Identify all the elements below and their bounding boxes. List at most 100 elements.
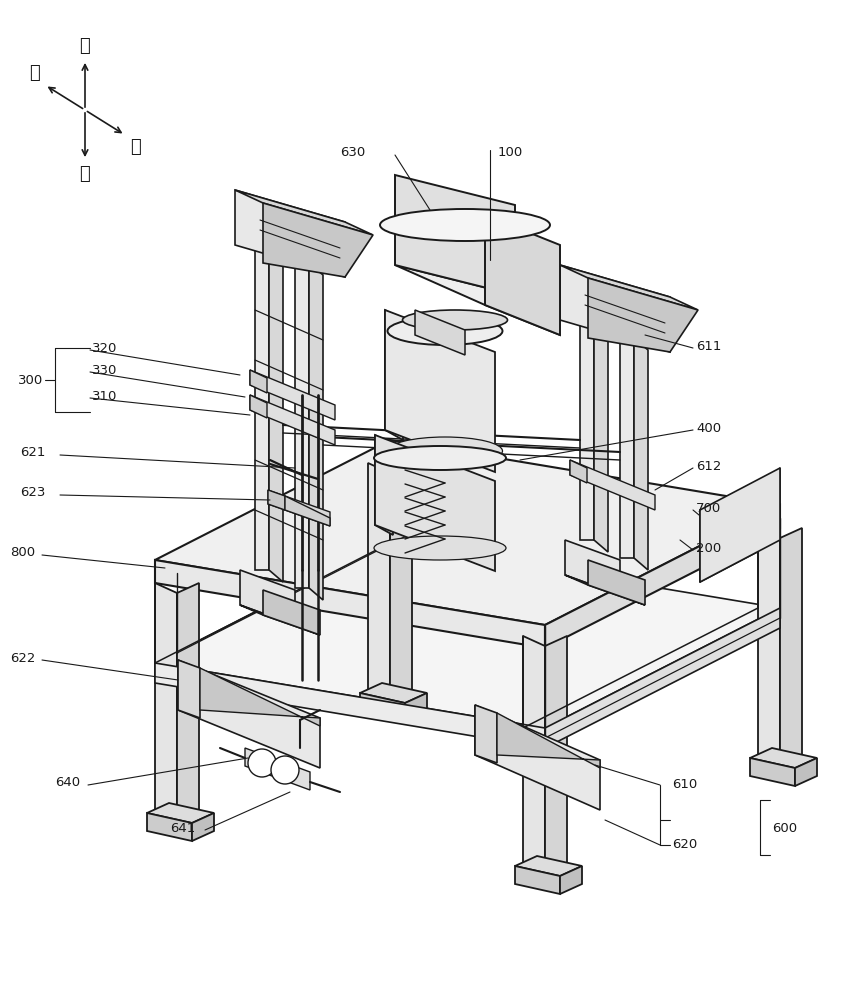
Polygon shape bbox=[147, 813, 192, 841]
Polygon shape bbox=[390, 463, 412, 703]
Polygon shape bbox=[700, 468, 780, 582]
Text: 100: 100 bbox=[498, 145, 523, 158]
Polygon shape bbox=[309, 263, 323, 600]
Polygon shape bbox=[750, 758, 795, 786]
Ellipse shape bbox=[387, 437, 503, 465]
Polygon shape bbox=[245, 748, 310, 790]
Text: 630: 630 bbox=[340, 145, 365, 158]
Polygon shape bbox=[545, 505, 780, 648]
Polygon shape bbox=[560, 866, 582, 894]
Polygon shape bbox=[263, 590, 320, 635]
Text: 320: 320 bbox=[92, 342, 117, 355]
Polygon shape bbox=[750, 748, 817, 768]
Polygon shape bbox=[250, 370, 267, 393]
Polygon shape bbox=[497, 713, 600, 768]
Circle shape bbox=[271, 756, 299, 784]
Polygon shape bbox=[240, 570, 295, 625]
Polygon shape bbox=[235, 190, 345, 277]
Polygon shape bbox=[475, 705, 600, 810]
Polygon shape bbox=[375, 435, 495, 571]
Polygon shape bbox=[385, 310, 495, 472]
Polygon shape bbox=[594, 320, 608, 552]
Polygon shape bbox=[255, 245, 269, 570]
Polygon shape bbox=[560, 265, 698, 310]
Text: 700: 700 bbox=[696, 502, 721, 514]
Text: 右: 右 bbox=[130, 138, 141, 156]
Polygon shape bbox=[155, 560, 545, 648]
Polygon shape bbox=[580, 320, 594, 540]
Text: 600: 600 bbox=[772, 822, 797, 834]
Text: 640: 640 bbox=[55, 776, 80, 790]
Ellipse shape bbox=[374, 446, 506, 470]
Polygon shape bbox=[360, 693, 405, 721]
Polygon shape bbox=[620, 338, 634, 558]
Text: 330: 330 bbox=[92, 363, 117, 376]
Polygon shape bbox=[285, 496, 330, 526]
Text: 200: 200 bbox=[696, 542, 721, 554]
Polygon shape bbox=[570, 460, 655, 510]
Text: 611: 611 bbox=[696, 340, 721, 353]
Polygon shape bbox=[560, 265, 670, 352]
Text: 左: 左 bbox=[30, 64, 40, 82]
Polygon shape bbox=[780, 528, 802, 768]
Polygon shape bbox=[545, 608, 780, 748]
Polygon shape bbox=[570, 460, 587, 483]
Polygon shape bbox=[155, 663, 545, 748]
Polygon shape bbox=[250, 395, 335, 445]
Polygon shape bbox=[385, 310, 403, 440]
Text: 620: 620 bbox=[672, 838, 697, 852]
Text: 621: 621 bbox=[20, 446, 45, 460]
Polygon shape bbox=[375, 435, 393, 535]
Text: 612: 612 bbox=[696, 460, 721, 473]
Polygon shape bbox=[250, 370, 335, 420]
Text: 400: 400 bbox=[696, 422, 721, 434]
Polygon shape bbox=[565, 540, 620, 595]
Polygon shape bbox=[268, 490, 285, 510]
Polygon shape bbox=[200, 668, 320, 726]
Polygon shape bbox=[250, 395, 267, 418]
Polygon shape bbox=[545, 636, 567, 876]
Polygon shape bbox=[523, 636, 545, 876]
Polygon shape bbox=[588, 560, 645, 605]
Text: 300: 300 bbox=[18, 373, 43, 386]
Text: 641: 641 bbox=[170, 822, 195, 834]
Ellipse shape bbox=[403, 310, 508, 330]
Polygon shape bbox=[192, 813, 214, 841]
Polygon shape bbox=[269, 245, 283, 582]
Polygon shape bbox=[485, 215, 560, 335]
Polygon shape bbox=[177, 583, 199, 823]
Polygon shape bbox=[395, 265, 560, 335]
Polygon shape bbox=[147, 803, 214, 823]
Polygon shape bbox=[295, 263, 309, 588]
Polygon shape bbox=[588, 278, 698, 352]
Polygon shape bbox=[155, 543, 780, 728]
Polygon shape bbox=[155, 583, 177, 823]
Polygon shape bbox=[634, 338, 648, 570]
Text: 下: 下 bbox=[80, 165, 90, 183]
Polygon shape bbox=[565, 575, 645, 605]
Polygon shape bbox=[515, 856, 582, 876]
Polygon shape bbox=[475, 705, 497, 763]
Text: 623: 623 bbox=[20, 487, 45, 499]
Polygon shape bbox=[368, 463, 390, 703]
Polygon shape bbox=[268, 490, 330, 526]
Ellipse shape bbox=[380, 209, 550, 241]
Polygon shape bbox=[395, 175, 515, 295]
Polygon shape bbox=[240, 605, 320, 635]
Polygon shape bbox=[360, 683, 427, 703]
Polygon shape bbox=[758, 528, 780, 768]
Text: 310: 310 bbox=[92, 389, 117, 402]
Polygon shape bbox=[178, 660, 320, 768]
Polygon shape bbox=[235, 190, 373, 235]
Polygon shape bbox=[178, 660, 200, 718]
Text: 610: 610 bbox=[672, 778, 697, 792]
Polygon shape bbox=[795, 758, 817, 786]
Ellipse shape bbox=[374, 536, 506, 560]
Polygon shape bbox=[155, 440, 780, 625]
Ellipse shape bbox=[387, 317, 503, 345]
Polygon shape bbox=[515, 866, 560, 894]
Text: 上: 上 bbox=[80, 37, 90, 55]
Circle shape bbox=[248, 749, 276, 777]
Polygon shape bbox=[263, 203, 373, 277]
Polygon shape bbox=[405, 693, 427, 721]
